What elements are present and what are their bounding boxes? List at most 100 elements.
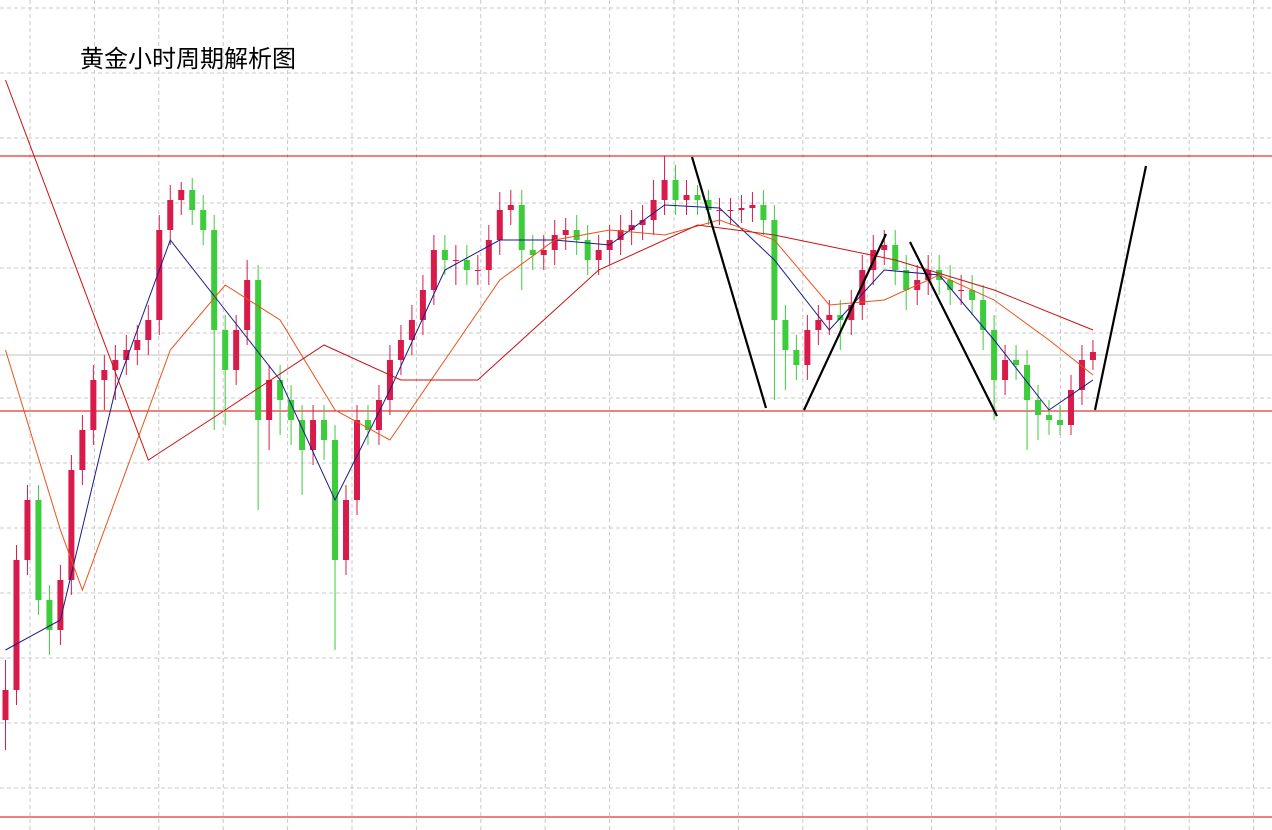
candle-body xyxy=(244,280,251,330)
moving-average xyxy=(5,79,1094,461)
candle-body xyxy=(958,290,965,291)
candle-body xyxy=(46,600,53,630)
candle-body xyxy=(903,270,910,290)
candle-body xyxy=(397,340,404,360)
candle-body xyxy=(529,250,536,255)
candle-body xyxy=(353,420,360,500)
candle-body xyxy=(408,320,415,340)
trend-line xyxy=(690,156,768,409)
candle-body xyxy=(628,225,635,230)
candle-body xyxy=(749,205,756,208)
trend-line xyxy=(1093,165,1148,411)
candle-body xyxy=(991,330,998,380)
candle-body xyxy=(145,320,152,340)
candle-body xyxy=(617,230,624,240)
candle-body xyxy=(1078,360,1085,390)
candle-body xyxy=(793,350,800,365)
candle-body xyxy=(310,420,317,450)
candle-body xyxy=(288,400,295,420)
candle-body xyxy=(255,280,262,420)
candle-body xyxy=(375,400,382,430)
candle-body xyxy=(90,380,97,430)
trend-line xyxy=(803,233,887,411)
candle-body xyxy=(485,240,492,270)
candle-body xyxy=(13,560,20,690)
candle-body xyxy=(727,210,734,211)
candle-body xyxy=(452,260,459,261)
candle-body xyxy=(969,290,976,300)
candle-body xyxy=(463,260,470,270)
candle-body xyxy=(716,210,723,211)
candle-body xyxy=(672,180,679,200)
chart-title: 黄金小时周期解析图 xyxy=(80,45,296,73)
candle-body xyxy=(1002,360,1009,380)
candle-body xyxy=(1057,420,1063,425)
candle-body xyxy=(705,200,712,210)
candle-body xyxy=(1089,352,1096,360)
candle-body xyxy=(496,210,503,240)
candle-body xyxy=(573,230,580,240)
candle-body xyxy=(815,320,822,330)
candle-body xyxy=(584,240,591,260)
candle-body xyxy=(200,210,207,230)
candle-body xyxy=(178,190,185,200)
candle-body xyxy=(518,205,525,250)
candle-body xyxy=(2,690,9,720)
candle-body xyxy=(650,200,657,220)
candle-body xyxy=(595,250,602,260)
candle-body xyxy=(826,315,833,320)
candle-body xyxy=(925,270,932,280)
candle-body xyxy=(507,205,514,210)
candle-body xyxy=(419,290,426,320)
candle-body xyxy=(551,235,558,250)
candle-body xyxy=(1046,415,1053,420)
candle-body xyxy=(760,205,767,220)
candle-body xyxy=(782,320,789,350)
candle-body xyxy=(57,580,64,630)
candle-body xyxy=(947,280,954,290)
candle-body xyxy=(771,220,778,320)
candle-body xyxy=(189,190,196,210)
candle-body xyxy=(848,305,855,320)
candle-body xyxy=(881,245,888,250)
candle-body xyxy=(101,370,108,380)
candle-body xyxy=(661,180,668,200)
candle-body xyxy=(1035,400,1042,415)
candle-body xyxy=(540,250,547,255)
candle-body xyxy=(321,420,328,440)
candle-body xyxy=(343,500,350,560)
candle-body xyxy=(233,330,240,370)
candle-body xyxy=(112,360,119,370)
candle-body xyxy=(804,330,811,365)
candle-body xyxy=(364,420,371,430)
candle-body xyxy=(277,380,284,400)
candle-body xyxy=(24,500,31,560)
candle-body xyxy=(79,430,86,470)
candle-body xyxy=(222,330,229,370)
candle-body xyxy=(694,195,701,200)
candle-body xyxy=(738,208,745,210)
candle-body xyxy=(441,250,448,260)
candle-body xyxy=(980,300,987,330)
candle-body xyxy=(386,360,393,400)
candle-body xyxy=(211,230,218,330)
candle-body xyxy=(639,220,646,225)
moving-average xyxy=(5,219,1094,592)
candle-body xyxy=(1067,390,1074,425)
trend-lines xyxy=(690,156,1148,417)
candle-body xyxy=(474,270,481,271)
candle-body xyxy=(683,195,690,200)
candle-body xyxy=(299,420,306,450)
candle-body xyxy=(123,350,130,360)
candle-body xyxy=(1013,360,1020,365)
trend-line xyxy=(909,241,998,417)
candle-body xyxy=(892,245,899,270)
candle-body xyxy=(156,230,163,320)
candle-body xyxy=(35,500,42,600)
candle-body xyxy=(167,200,174,230)
candle-body xyxy=(68,470,75,580)
candle-body xyxy=(430,250,437,290)
candle-body xyxy=(266,380,273,420)
